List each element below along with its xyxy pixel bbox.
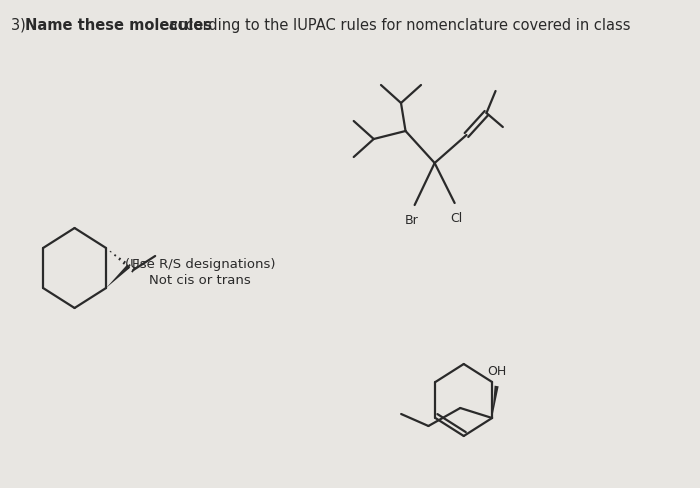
Text: Not cis or trans: Not cis or trans: [149, 274, 251, 287]
Text: Br: Br: [405, 214, 419, 227]
Polygon shape: [492, 386, 498, 418]
Text: Name these molecules: Name these molecules: [25, 18, 211, 33]
Text: F: F: [132, 258, 139, 270]
Text: 3): 3): [11, 18, 30, 33]
Text: Cl: Cl: [450, 212, 463, 225]
Text: (Use R/S designations): (Use R/S designations): [125, 258, 275, 271]
Text: according to the IUPAC rules for nomenclature covered in class: according to the IUPAC rules for nomencl…: [164, 18, 630, 33]
Text: OH: OH: [487, 365, 506, 378]
Polygon shape: [106, 264, 130, 288]
